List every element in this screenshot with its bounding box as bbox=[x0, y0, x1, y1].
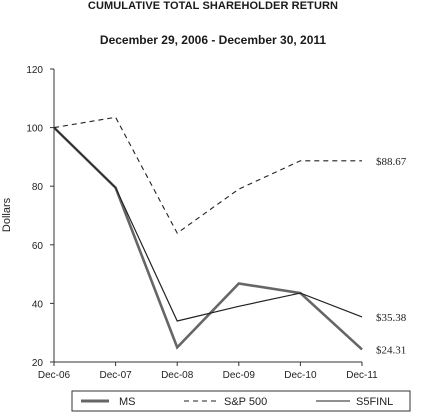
y-tick-label: 60 bbox=[32, 241, 44, 252]
legend-label-ms: MS bbox=[119, 396, 136, 408]
x-tick-label: Dec-08 bbox=[161, 370, 194, 381]
series-line-sp500 bbox=[53, 116, 362, 234]
chart-title: CUMULATIVE TOTAL SHAREHOLDER RETURN bbox=[87, 0, 339, 12]
y-tick-labels: 20 40 60 80 100 120 bbox=[26, 65, 54, 369]
legend-label-sp500: S&P 500 bbox=[224, 396, 267, 408]
legend-label-s5finl: S5FINL bbox=[356, 396, 393, 408]
x-tick-label: Dec-09 bbox=[223, 370, 256, 381]
chart-subtitle: December 29, 2006 - December 30, 2011 bbox=[99, 33, 327, 47]
legend-box bbox=[71, 390, 411, 412]
y-tick-label: 100 bbox=[26, 124, 43, 135]
x-tick-label: Dec-07 bbox=[99, 370, 132, 381]
y-tick-label: 20 bbox=[32, 358, 44, 369]
y-tick-label: 40 bbox=[32, 299, 44, 310]
x-tick-label: Dec-11 bbox=[346, 370, 378, 381]
x-tick-label: Dec-10 bbox=[284, 370, 317, 381]
end-value-label: $88.67 bbox=[376, 156, 407, 168]
y-tick-label: 80 bbox=[32, 182, 44, 193]
legend: MS S&P 500 S5FINL bbox=[71, 390, 411, 412]
x-tick-label: Dec-06 bbox=[38, 370, 71, 381]
series-lines bbox=[53, 116, 363, 351]
end-value-label: $24.31 bbox=[376, 344, 406, 356]
y-tick-label: 120 bbox=[26, 65, 43, 76]
chart-axes bbox=[53, 69, 362, 363]
x-tick-labels: Dec-06 Dec-07 Dec-08 Dec-09 Dec-10 Dec-11 bbox=[38, 362, 378, 381]
end-value-label: $35.38 bbox=[376, 312, 407, 324]
y-axis-label: Dollars bbox=[1, 197, 13, 232]
end-value-labels: $24.31 $88.67 $35.38 bbox=[376, 156, 407, 357]
series-line-s5finl bbox=[53, 127, 363, 322]
